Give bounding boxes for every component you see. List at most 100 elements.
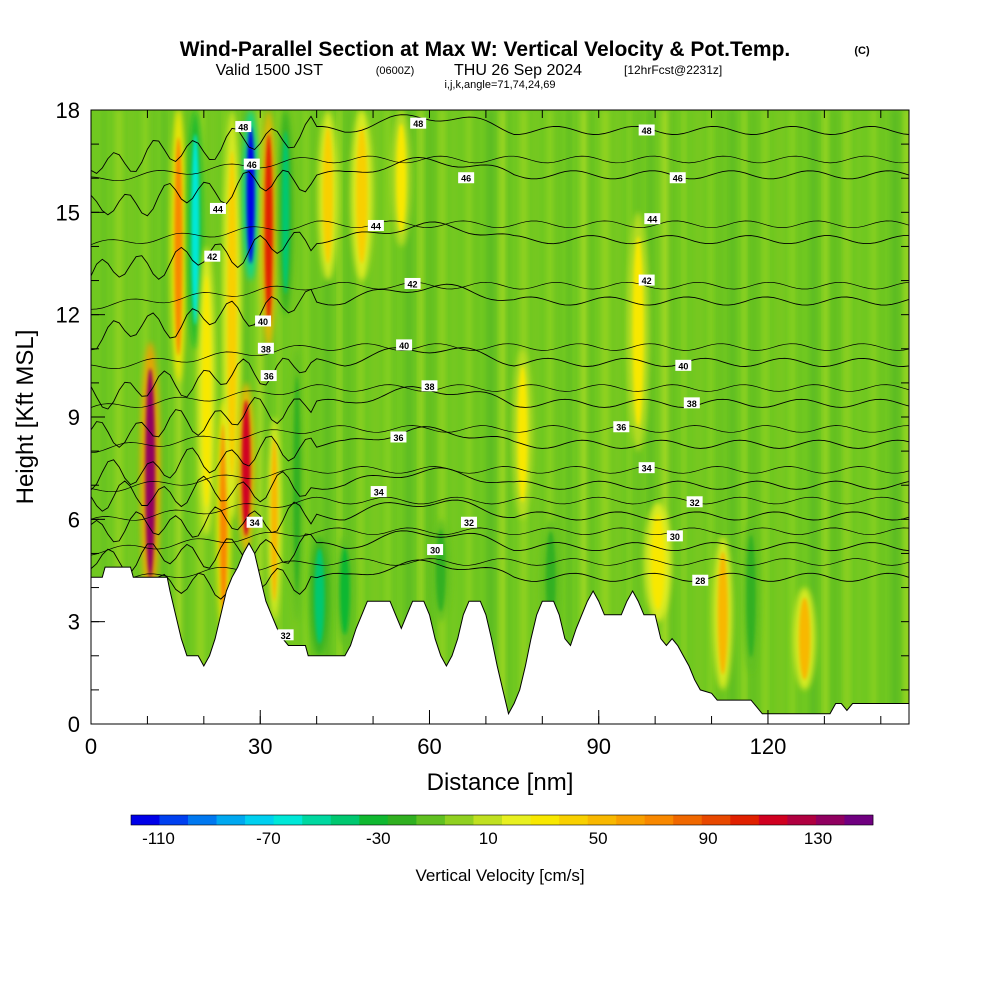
contour-label: 34 xyxy=(638,462,655,474)
contour-label-bg xyxy=(669,172,686,184)
field-stripe xyxy=(264,110,270,724)
contour-label-text: 38 xyxy=(687,399,697,409)
field-stripe xyxy=(870,110,878,724)
velocity-core xyxy=(293,376,301,595)
isentrope-line xyxy=(91,425,909,454)
contour-label: 46 xyxy=(243,158,260,170)
velocity-field-stripes xyxy=(102,110,909,724)
contour-label-text: 34 xyxy=(250,518,260,528)
field-stripe xyxy=(452,110,456,724)
contour-label-bg xyxy=(260,370,277,382)
field-stripe xyxy=(580,110,588,724)
field-stripe xyxy=(128,110,134,724)
colorbar-swatch xyxy=(787,815,817,825)
contour-label: 44 xyxy=(209,202,226,214)
x-tick-label: 0 xyxy=(85,734,97,759)
velocity-core xyxy=(746,534,756,658)
contour-label-text: 38 xyxy=(424,382,434,392)
velocity-core xyxy=(174,137,183,356)
colorbar-tick-label: -30 xyxy=(366,829,391,848)
contour-label-bg xyxy=(692,574,709,586)
contour-label-bg xyxy=(675,359,692,371)
field-stripe xyxy=(115,110,123,724)
field-stripe xyxy=(405,110,413,724)
field-stripe xyxy=(473,110,478,724)
contour-label: 38 xyxy=(257,342,274,354)
contour-label-text: 32 xyxy=(690,498,700,508)
colorbar-swatch xyxy=(188,815,217,825)
field-stripe xyxy=(371,110,380,724)
colorbar-swatch xyxy=(131,815,160,825)
contour-label-bg xyxy=(277,629,294,641)
contour-label-text: 46 xyxy=(247,160,257,170)
colorbar-swatch xyxy=(530,815,560,825)
y-tick-label: 18 xyxy=(56,98,80,123)
field-stripe xyxy=(601,110,610,724)
contour-label-text: 46 xyxy=(461,174,471,184)
velocity-core xyxy=(270,437,278,602)
field-stripe xyxy=(277,110,281,724)
contour-label-text: 44 xyxy=(213,204,223,214)
contour-label: 36 xyxy=(613,421,630,433)
contour-label: 48 xyxy=(235,121,252,133)
contour-label: 48 xyxy=(410,117,427,129)
contour-label-bg xyxy=(613,421,630,433)
colorbar-swatch xyxy=(701,815,731,825)
field-stripe xyxy=(324,110,331,724)
field-stripe xyxy=(183,110,188,724)
contour-label: 36 xyxy=(260,370,277,382)
contour-label: 46 xyxy=(669,172,686,184)
chart-title: Wind-Parallel Section at Max W: Vertical… xyxy=(180,38,791,61)
velocity-core xyxy=(632,236,644,428)
velocity-core xyxy=(202,275,211,508)
contour-label-bg xyxy=(367,219,384,231)
isentrope-line xyxy=(91,426,909,491)
contour-label-text: 30 xyxy=(430,546,440,556)
colorbar-swatch xyxy=(444,815,474,825)
field-stripe xyxy=(256,110,265,724)
colorbar-tick-label: 90 xyxy=(699,829,718,848)
contour-label-text: 48 xyxy=(238,123,248,133)
field-stripe xyxy=(384,110,391,724)
field-stripe xyxy=(682,110,686,724)
isentrope-line xyxy=(91,347,909,410)
contour-label-text: 36 xyxy=(393,433,403,443)
contour-label: 44 xyxy=(367,219,384,231)
velocity-core xyxy=(356,127,368,264)
contour-label-bg xyxy=(410,117,427,129)
field-stripe xyxy=(162,110,167,724)
contour-label-text: 36 xyxy=(616,423,626,433)
contour-label-text: 42 xyxy=(207,252,217,262)
isentrope-line xyxy=(91,155,909,182)
colorbar-swatch xyxy=(502,815,531,825)
field-stripe xyxy=(749,110,757,724)
contour-label: 28 xyxy=(692,574,709,586)
colorbar-swatch xyxy=(387,815,417,825)
contour-label: 32 xyxy=(460,516,477,528)
colorbar-frame xyxy=(130,814,874,826)
contour-label: 38 xyxy=(683,397,700,409)
isentrope-line xyxy=(91,386,909,448)
contour-label-text: 36 xyxy=(264,372,274,382)
field-stripe xyxy=(823,110,829,724)
velocity-core xyxy=(191,133,200,325)
field-stripe xyxy=(810,110,818,724)
x-axis-label: Distance [nm] xyxy=(427,769,574,796)
x-tick-label: 120 xyxy=(750,734,787,759)
field-stripe xyxy=(345,110,352,724)
valid-date: THU 26 Sep 2024 xyxy=(454,62,582,79)
colorbar-swatch xyxy=(758,815,788,825)
plot-area: 48 48 48 46 46 46 44 44 44 42 42 42 40 40 40 38 38 38 36 36… xyxy=(91,110,909,724)
contour-label: 46 xyxy=(458,172,475,184)
velocity-core xyxy=(799,597,811,680)
field-stripe xyxy=(337,110,342,724)
isentrope-line xyxy=(91,496,909,521)
velocity-core xyxy=(314,548,325,644)
colorbar-swatch xyxy=(245,815,274,825)
colorbar-swatch xyxy=(559,815,588,825)
colorbar-swatch xyxy=(673,815,703,825)
y-tick-label: 0 xyxy=(68,712,80,737)
colorbar-swatch xyxy=(616,815,645,825)
field-stripe xyxy=(877,110,883,724)
